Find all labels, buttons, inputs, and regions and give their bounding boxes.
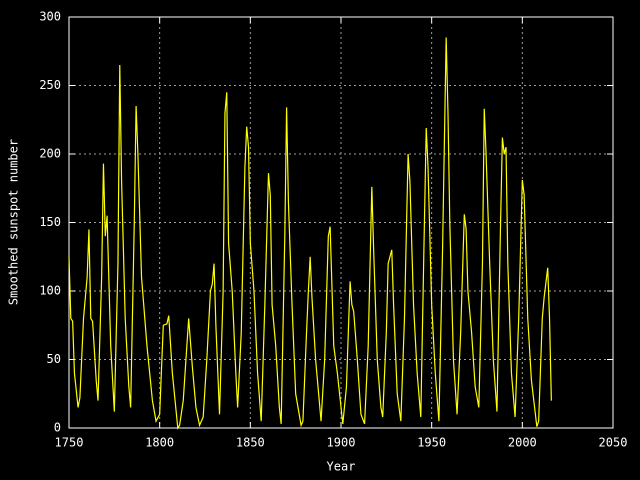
data-line [68,37,552,430]
y-axis-label: Smoothed sunspot number [7,139,21,305]
y-tick-label: 150 [39,215,61,229]
x-tick-label: 2000 [508,436,537,450]
y-tick-label: 100 [39,284,61,298]
x-tick-label: 1750 [55,436,84,450]
y-tick-label: 200 [39,147,61,161]
x-tick-label: 2050 [599,436,628,450]
y-tick-label: 250 [39,78,61,92]
x-tick-label: 1850 [236,436,265,450]
plot-border [68,16,614,429]
x-tick-label: 1800 [145,436,174,450]
y-tick-label: 300 [39,10,61,24]
y-tick-label: 0 [54,421,61,435]
x-axis-label: Year [327,460,356,474]
y-tick-label: 50 [47,352,61,366]
x-tick-label: 1950 [417,436,446,450]
x-tick-label: 1900 [327,436,356,450]
